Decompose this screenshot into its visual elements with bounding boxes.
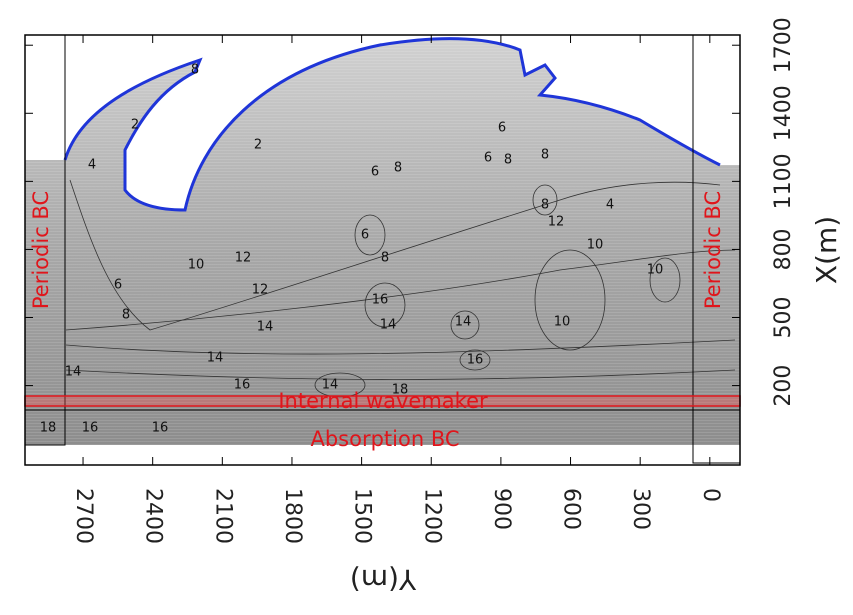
annotation: Absorption BC (310, 427, 459, 451)
contour-label: 14 (380, 318, 397, 333)
contour-label: 6 (484, 151, 492, 166)
contour-label: 16 (467, 353, 484, 368)
contour-label: 8 (504, 153, 512, 168)
y-tick-label: 500 (771, 297, 796, 339)
y-tick-label: 200 (771, 365, 796, 407)
x-tick-label: 600 (559, 488, 584, 530)
contour-label: 18 (392, 383, 409, 398)
contour-label: 6 (371, 165, 379, 180)
contour-label: 16 (372, 293, 389, 308)
x-tick-label: 1500 (350, 488, 375, 544)
contour-label: 16 (152, 421, 169, 436)
contour-label: 2 (131, 118, 139, 133)
contour-label: 14 (65, 365, 82, 380)
contour-label: 8 (394, 161, 402, 176)
y-tick-label: 1400 (771, 85, 796, 141)
x-tick-label: 2400 (141, 488, 166, 544)
annotation: Internal wavemaker (278, 389, 488, 413)
contour-label: 10 (647, 263, 664, 278)
x-tick-label: 900 (489, 488, 514, 530)
y-tick-label: 1700 (771, 17, 796, 73)
x-tick-label: 2700 (71, 488, 96, 544)
contour-label: 12 (548, 215, 565, 230)
contour-label: 14 (257, 320, 274, 335)
plot-frame (24, 34, 741, 466)
contour-label: 14 (207, 351, 224, 366)
contour-label: 4 (606, 198, 614, 213)
contour-label: 12 (252, 283, 269, 298)
x-axis-label: Y(m) (350, 563, 417, 596)
y-tick-label: 800 (771, 228, 796, 270)
contour-label: 14 (455, 315, 472, 330)
x-tick-label: 1800 (280, 488, 305, 544)
contour-label: 14 (322, 378, 339, 393)
land (25, 35, 740, 210)
x-tick-label: 300 (628, 488, 653, 530)
contour-label: 2 (254, 138, 262, 153)
contour-label: 10 (554, 315, 571, 330)
contour-label: 12 (235, 251, 252, 266)
contour-label: 6 (361, 228, 369, 243)
x-tick-label: 0 (698, 488, 723, 502)
contour-label: 4 (88, 158, 96, 173)
y-axis-label: X(m) (810, 216, 843, 284)
contour-label: 6 (114, 278, 122, 293)
contour-labels: 8 2 4 2 6 8 6 8 6 8 8 12 4 10 12 10 6 8 … (40, 63, 664, 436)
contour-label: 16 (82, 421, 99, 436)
contour-label: 16 (234, 378, 251, 393)
contour-label: 8 (191, 63, 199, 78)
coastline (63, 37, 721, 212)
annotation: Periodic BC (29, 191, 53, 309)
contour-label: 8 (381, 251, 389, 266)
contour-label: 10 (587, 238, 604, 253)
contour-label: 10 (188, 258, 205, 273)
contour-label: 8 (122, 308, 130, 323)
annotation: Periodic BC (701, 191, 725, 309)
x-tick-label: 2100 (210, 488, 235, 544)
x-tick-label: 1200 (419, 488, 444, 544)
y-tick-label: 1100 (771, 153, 796, 209)
contour-label: 8 (541, 198, 549, 213)
contour-label: 8 (541, 148, 549, 163)
contours (65, 179, 736, 398)
contour-label: 6 (498, 121, 506, 136)
contour-label: 18 (40, 421, 57, 436)
